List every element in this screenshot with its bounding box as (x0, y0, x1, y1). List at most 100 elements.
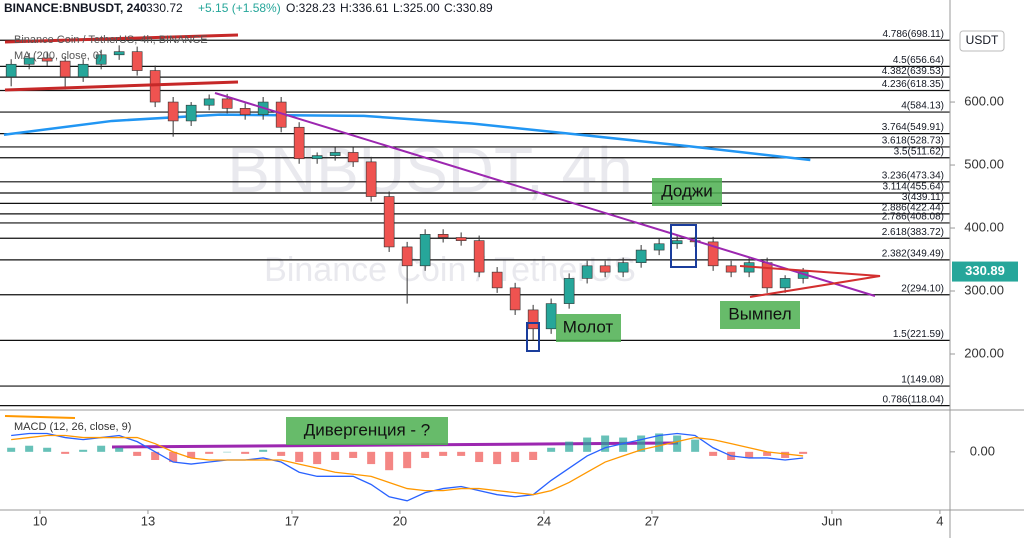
candle-body (509, 287, 521, 311)
histogram-bar (115, 447, 124, 452)
candle-body (41, 57, 53, 62)
macd-line (11, 432, 804, 502)
legend: MA (200, close, 0) (14, 50, 103, 62)
annotation: Молот (563, 317, 614, 336)
level-label: 2.618(383.72) (882, 227, 944, 238)
y-tick-label: 0.00 (970, 443, 995, 458)
level-label: 1.5(221.59) (893, 329, 944, 340)
drawings: Доджи Молот Вымпел Дивергенция - ? (4, 33, 881, 449)
last-price-label: 330.89 (965, 263, 1005, 278)
annotation-box (652, 178, 722, 206)
histogram-bar (331, 451, 340, 460)
histogram-bar (691, 439, 700, 452)
signal-line (11, 434, 804, 496)
header: BINANCE:BNBUSDT, 240 330.72 +5.15 (+1.58… (4, 1, 493, 15)
histogram-bar (133, 451, 142, 456)
annotation-box (720, 301, 800, 329)
y-tick-label: 200.00 (964, 345, 1004, 360)
level-label: 2.382(349.49) (882, 248, 944, 259)
channel-bottom (4, 80, 239, 92)
candle-body (599, 265, 611, 273)
histogram-bar (799, 451, 808, 454)
level-label: 2.886(422.44) (882, 203, 944, 214)
level-label: 3.764(549.91) (882, 122, 944, 133)
channel-top (4, 33, 239, 44)
low: L:325.00 (393, 1, 440, 15)
histogram-bar (601, 435, 610, 452)
histogram-bar (313, 451, 322, 465)
change: +5.15 (+1.58%) (198, 1, 281, 15)
histogram-bar (529, 451, 538, 460)
histogram-bar (457, 451, 466, 456)
histogram-bar (187, 451, 196, 458)
level-label: 3.5(511.62) (894, 146, 944, 157)
histogram-bar (241, 451, 250, 454)
candle-body (527, 309, 539, 330)
candle-body (401, 246, 413, 267)
histogram-bar (295, 451, 304, 463)
level-label: 2.786(408.08) (882, 212, 944, 223)
x-tick-label: 20 (393, 513, 407, 528)
histogram-bar (619, 437, 628, 452)
candle-body (293, 126, 305, 160)
level-label: 4.382(639.53) (882, 66, 944, 77)
candle-body (581, 265, 593, 279)
candle-body (5, 63, 17, 78)
legend: Binance Coin / TetherUS, 4h, BINANCE (14, 34, 208, 46)
open: O:328.23 (286, 1, 336, 15)
histogram-bar (583, 437, 592, 452)
candle-body (725, 265, 737, 273)
histogram-bar (421, 451, 430, 458)
histogram-bar (43, 447, 52, 452)
histogram-bar (277, 451, 286, 456)
doji-box (670, 224, 697, 268)
watermark-name: Binance Coin / TetherUS (264, 251, 636, 289)
candle-body (167, 101, 179, 122)
histogram-bar (25, 445, 34, 452)
annotation-box (286, 417, 448, 445)
histogram-bar (493, 451, 502, 465)
histogram-bar (403, 451, 412, 469)
candle-body (437, 234, 449, 238)
candle-body (239, 108, 251, 115)
candle-body (131, 51, 143, 71)
close: C:330.89 (444, 1, 493, 15)
candle-body (491, 271, 503, 289)
histogram-bar (565, 441, 574, 452)
candle-body (635, 249, 647, 263)
currency: USDT (966, 33, 999, 47)
histogram-bar (637, 435, 646, 452)
candle-body (347, 152, 359, 163)
candle-body (113, 51, 125, 56)
histogram-bar (673, 435, 682, 452)
high: H:336.61 (340, 1, 389, 15)
level-label: 0.786(118.04) (882, 394, 944, 405)
histogram-bar (367, 451, 376, 465)
candle-body (59, 60, 71, 78)
annotation: Вымпел (728, 304, 791, 323)
y-tick-label: 600.00 (964, 93, 1004, 108)
level-label: 3.236(473.34) (882, 170, 944, 181)
level-label: 4.5(656.64) (893, 55, 944, 66)
histogram-bar (781, 451, 790, 458)
histogram-bar (475, 451, 484, 463)
x-tick-label: 13 (141, 513, 155, 528)
candle-body (545, 303, 557, 330)
annotation: Доджи (661, 181, 713, 200)
histogram-bar (151, 451, 160, 460)
candle-body (455, 237, 467, 241)
candle-body (95, 54, 107, 65)
macd-note-line (4, 415, 76, 419)
candle-body (329, 152, 341, 156)
histogram-bar (97, 445, 106, 452)
x-tick-label: 27 (645, 513, 659, 528)
candle-body (473, 240, 485, 273)
trend-line (214, 92, 876, 297)
last-price-tag (952, 261, 1018, 282)
histogram-bar (169, 451, 178, 463)
level-label: 4(584.13) (901, 101, 944, 112)
histogram-bar (655, 433, 664, 452)
level-label: 3(439.11) (902, 192, 944, 203)
